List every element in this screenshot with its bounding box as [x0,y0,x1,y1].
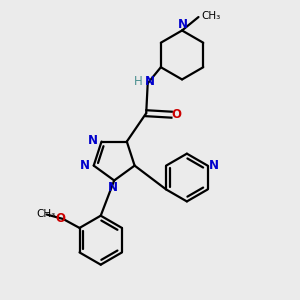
Text: N: N [108,182,118,194]
Text: N: N [80,159,90,172]
Text: H: H [134,75,143,88]
Text: O: O [171,108,181,121]
Text: N: N [178,18,188,31]
Text: N: N [209,159,219,172]
Text: O: O [56,212,66,225]
Text: CH₃: CH₃ [202,11,221,21]
Text: CH₃: CH₃ [36,209,56,219]
Text: N: N [88,134,98,147]
Text: N: N [145,75,155,88]
